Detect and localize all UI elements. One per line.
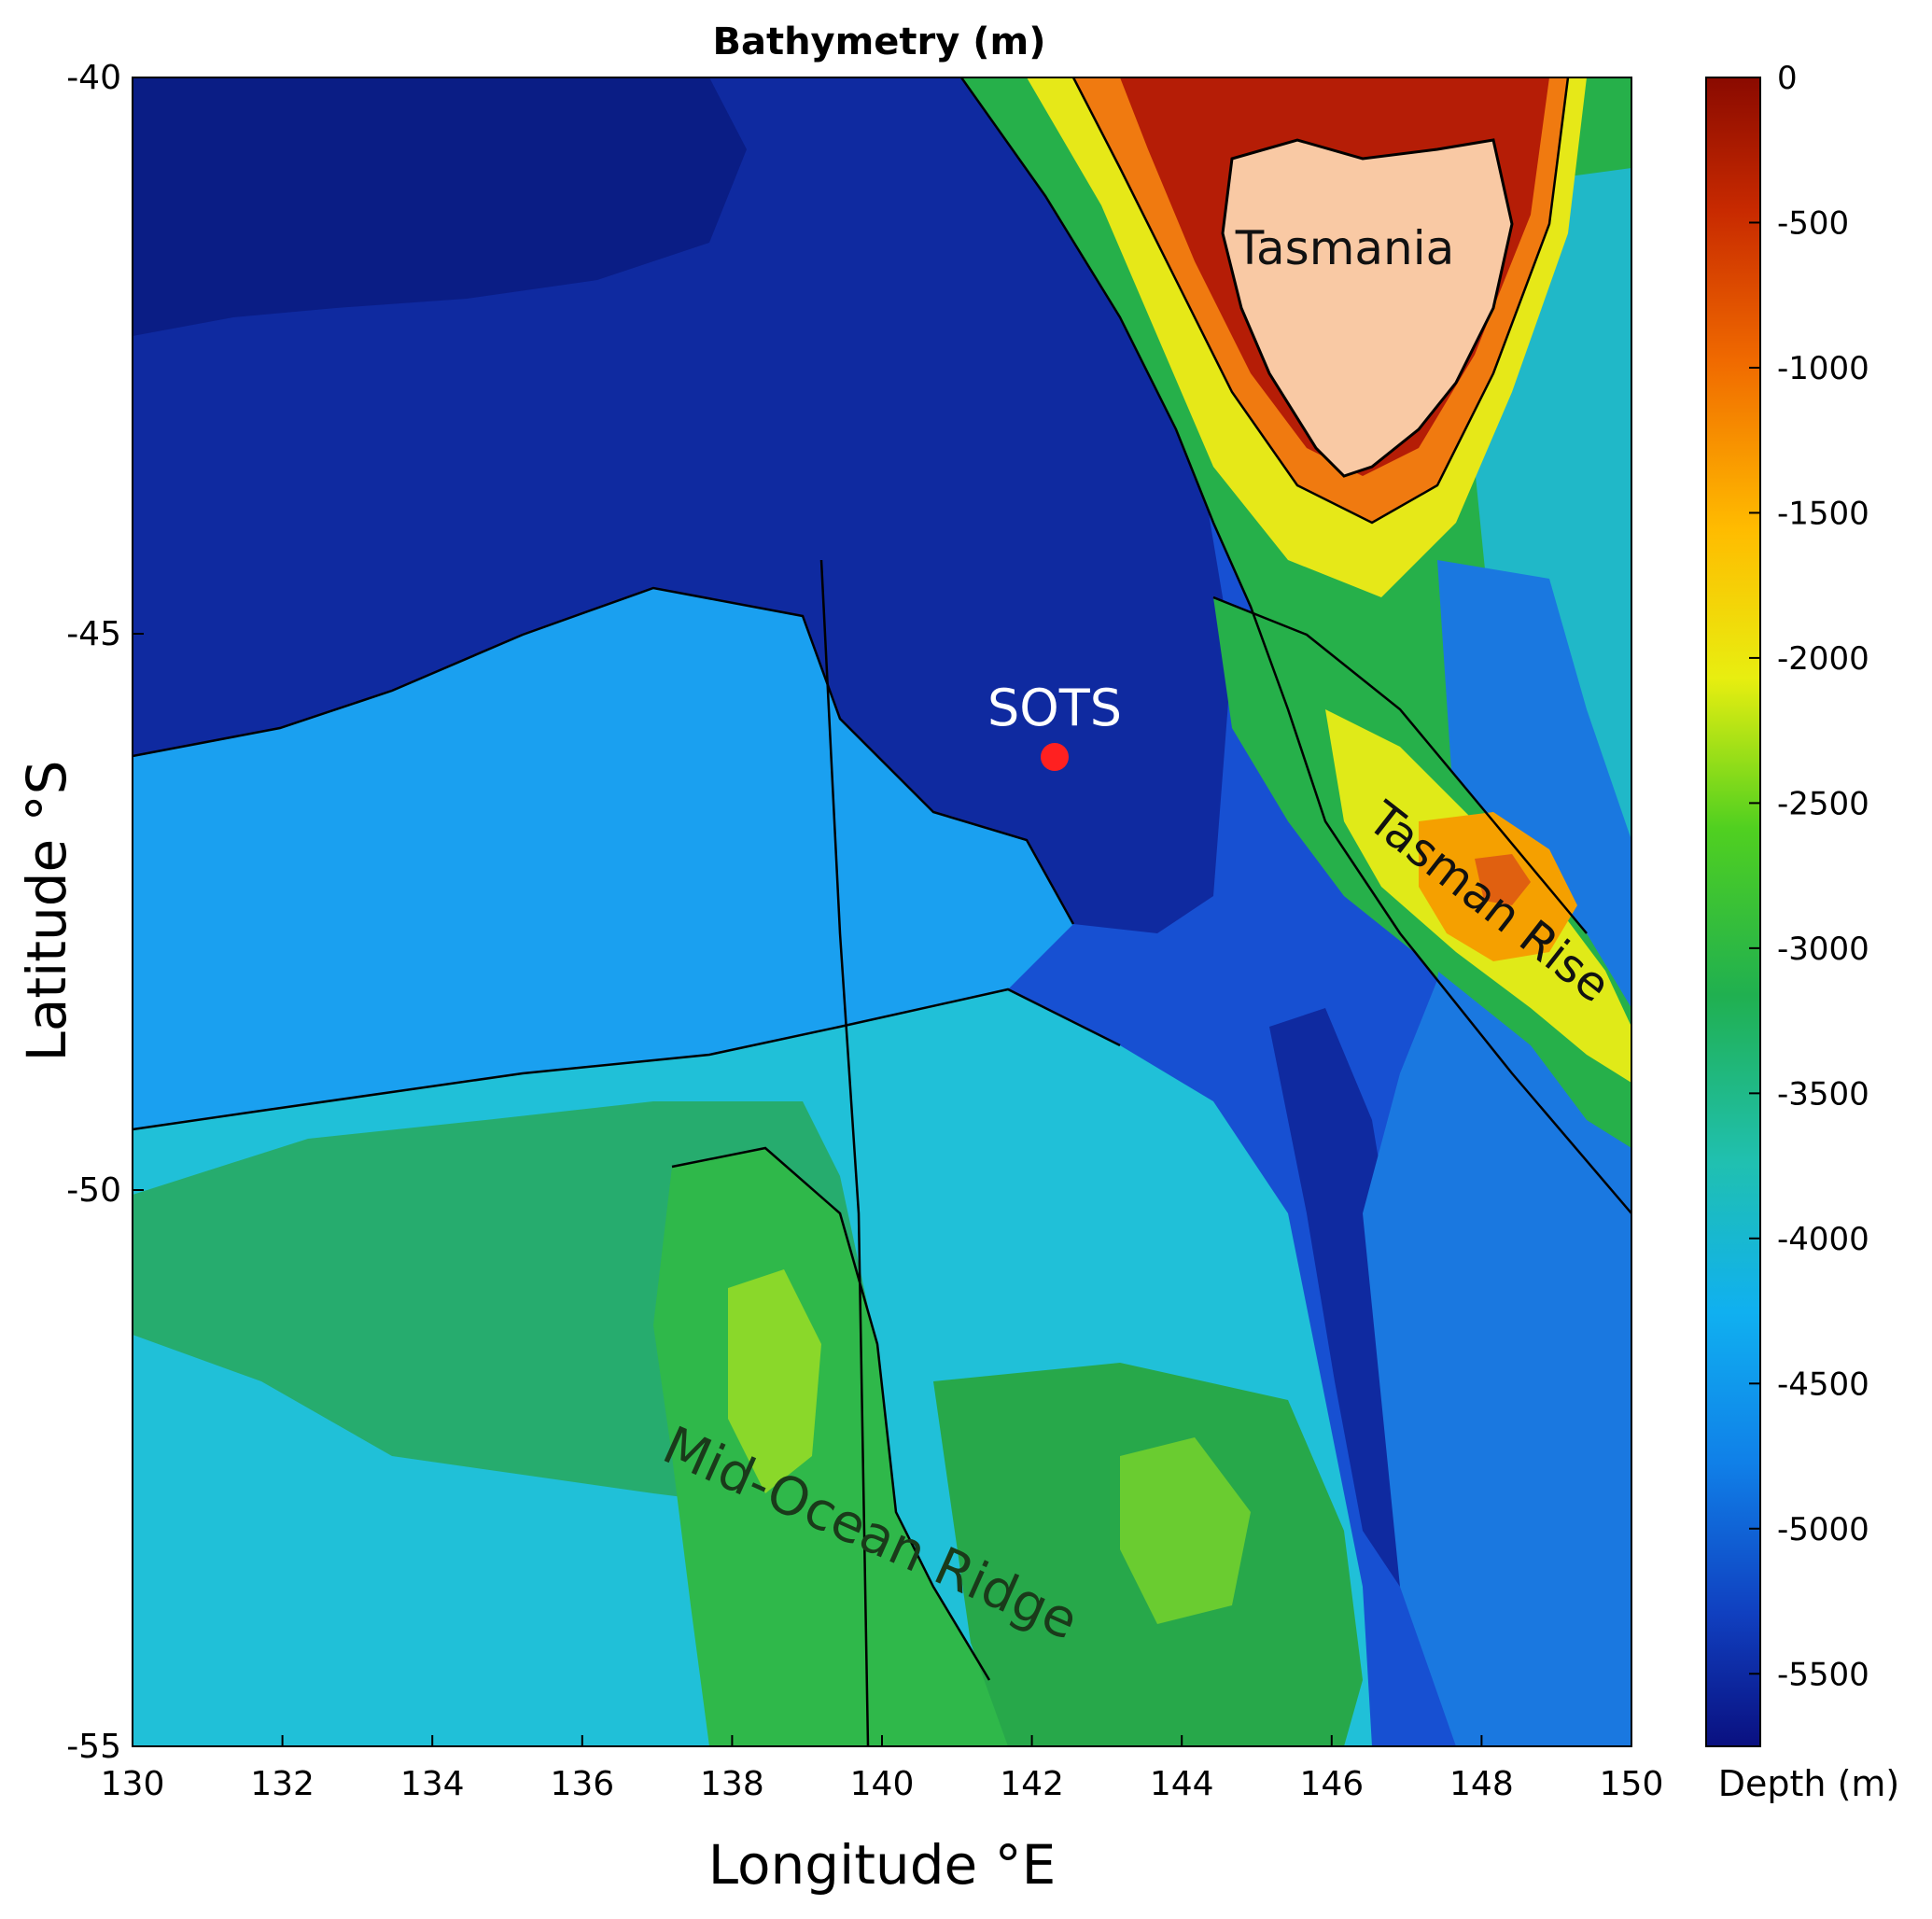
y-axis-ticks: -40 -45 -50 -55 (66, 59, 144, 1766)
east-tasman-deep (1363, 560, 1631, 1746)
colorbar-tick-label: -1000 (1777, 350, 1869, 387)
tasmania-land (1221, 138, 1514, 478)
colorbar (1705, 77, 1761, 1747)
label-tasmania: Tasmania (1235, 221, 1455, 275)
colorbar-label: Depth (m) (1718, 1763, 1900, 1804)
label-sots: SOTS (987, 679, 1122, 737)
light-blue-band (133, 588, 1073, 1129)
colorbar-ticks: 0 -500 -1000 -1500 -2000 -2500 -3000 -3500 -4000… (1749, 60, 1869, 1693)
colorbar-tick-label: -1500 (1777, 495, 1869, 532)
x-tick-label: 142 (1000, 1765, 1064, 1803)
x-tick-label: 136 (550, 1765, 614, 1803)
x-tick-label: 144 (1150, 1765, 1214, 1803)
colorbar-tick-label: -3000 (1777, 931, 1869, 968)
x-tick-label: 134 (400, 1765, 465, 1803)
eastern-trough (1269, 1008, 1419, 1587)
x-tick-label: 140 (850, 1765, 915, 1803)
y-tick-label: -55 (66, 1728, 121, 1766)
x-axis-ticks: 130 132 134 136 138 140 142 144 146 148 150 (101, 1735, 1664, 1803)
colorbar-tick-label: -5500 (1777, 1656, 1869, 1693)
y-tick-label: -45 (66, 615, 121, 653)
colorbar-tick-label: -2500 (1777, 785, 1869, 822)
colorbar-tick-label: -3500 (1777, 1075, 1869, 1113)
colorbar-tick-label: 0 (1777, 60, 1798, 97)
y-axis-label: Latitude °S (15, 761, 78, 1062)
y-tick-label: -50 (66, 1171, 121, 1210)
tasman-rise-peak (1475, 854, 1531, 905)
sots-marker (1041, 743, 1069, 771)
colorbar-tick-label: -2000 (1777, 640, 1869, 678)
x-axis-label: Longitude °E (708, 1833, 1057, 1897)
x-tick-label: 138 (700, 1765, 764, 1803)
colorbar-tick-label: -4000 (1777, 1221, 1869, 1258)
x-tick-label: 146 (1299, 1765, 1364, 1803)
deep-northwest-patch (133, 77, 747, 336)
x-tick-label: 132 (250, 1765, 315, 1803)
x-tick-label: 148 (1449, 1765, 1514, 1803)
y-tick-label: -40 (66, 59, 121, 97)
colorbar-tick-label: -5000 (1777, 1511, 1869, 1548)
chart-title: Bathymetry (m) (712, 21, 1045, 63)
ridge-light-patch (728, 1269, 821, 1493)
x-tick-label: 150 (1600, 1765, 1664, 1803)
colorbar-tick-label: -500 (1777, 204, 1849, 242)
bathymetry-map (133, 77, 1631, 1746)
ridge-east-light (1120, 1437, 1251, 1624)
colorbar-tick-label: -4500 (1777, 1366, 1869, 1403)
x-tick-label: 130 (101, 1765, 165, 1803)
contour-lines (133, 77, 1631, 1746)
